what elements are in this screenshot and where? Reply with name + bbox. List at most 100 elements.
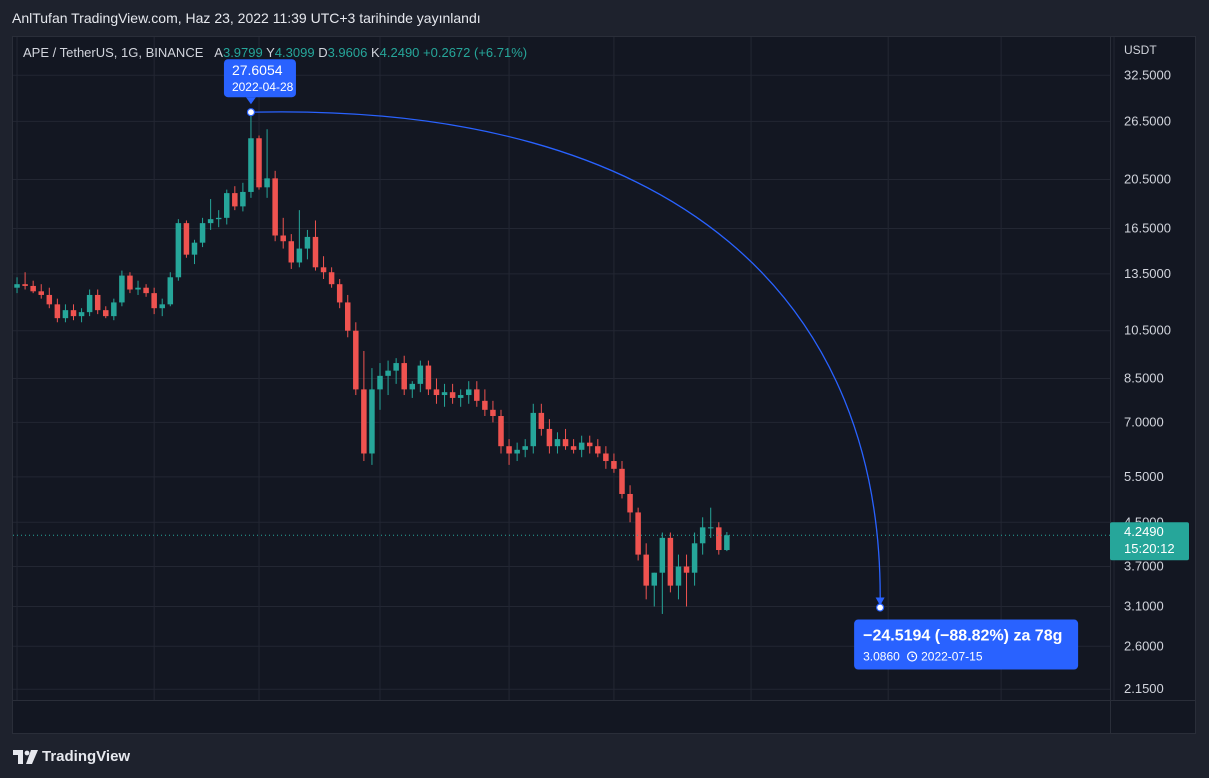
symbol-legend: APE / TetherUS, 1G, BINANCE A3.9799 Y4.3… <box>23 45 527 60</box>
candle-body <box>38 291 44 295</box>
candle-body <box>409 383 416 390</box>
high-label: Y <box>266 45 275 60</box>
candle-body <box>417 365 424 384</box>
brand-name: TradingView <box>42 748 131 765</box>
candle-body <box>578 442 585 450</box>
price-tick-label: 13.5000 <box>1124 266 1171 281</box>
tradingview-logo-icon <box>13 750 38 764</box>
publish-caption: AnlTufan TradingView.com, Haz 23, 2022 1… <box>12 10 481 26</box>
candle-body <box>603 453 609 462</box>
peak-value-label: 27.6054 <box>232 62 283 78</box>
candle-body <box>191 242 198 255</box>
candle-body <box>562 439 569 447</box>
candle-body <box>328 272 335 285</box>
peak-callout-pointer <box>245 97 256 105</box>
time-tick-label: 15 <box>1107 709 1121 724</box>
candle-body <box>119 275 125 303</box>
candle-body <box>643 554 649 586</box>
price-tick-label: 3.7000 <box>1124 559 1164 574</box>
price-tick-label: 5.5000 <box>1124 469 1164 484</box>
time-tick-label: Nis <box>8 709 27 724</box>
candle-body <box>699 527 706 544</box>
candle-body <box>353 330 359 390</box>
time-tick-label: 14 <box>607 709 621 724</box>
candle-body <box>683 566 690 573</box>
price-tick-label: 16.5000 <box>1124 221 1171 236</box>
price-tick-label: 7.0000 <box>1124 414 1164 429</box>
measure-start-point <box>246 108 256 117</box>
candle-body <box>482 400 488 410</box>
bar-countdown-label: 15:20:12 <box>1124 541 1175 556</box>
candle-body <box>691 543 698 573</box>
clock-icon <box>907 651 918 662</box>
price-tick-label: 2.1500 <box>1124 681 1164 696</box>
time-tick-label: Tem <box>739 709 764 724</box>
candle-body <box>344 302 351 331</box>
candle-body <box>86 294 93 313</box>
candle-body <box>240 191 246 207</box>
price-tick-label: 8.5000 <box>1124 370 1164 385</box>
candle-body <box>514 449 520 454</box>
candle-body <box>135 287 141 290</box>
candle-body <box>54 304 61 319</box>
peak-date-label: 2022-04-28 <box>232 80 294 94</box>
candle-body <box>232 193 238 207</box>
candle-body <box>143 287 149 294</box>
price-tick-label: 10.5000 <box>1124 323 1171 338</box>
candle-body <box>215 217 222 220</box>
measure-headline: −24.5194 (−88.82%) za 78g <box>863 628 1062 645</box>
candle-body <box>522 446 528 450</box>
candle-body <box>635 512 641 555</box>
symbol-name[interactable]: APE / TetherUS, 1G, BINANCE <box>23 45 204 60</box>
candle-body <box>94 294 101 311</box>
candle-body <box>296 248 303 263</box>
candle-body <box>546 428 553 447</box>
candles-group <box>14 112 730 614</box>
measure-result-box <box>854 619 1079 670</box>
candle-body <box>207 219 214 224</box>
candle-body <box>78 312 85 317</box>
price-tick-label: 20.5000 <box>1124 171 1171 186</box>
candle-body <box>724 535 730 551</box>
candle-body <box>611 461 617 469</box>
candle-body <box>433 389 440 396</box>
candle-body <box>248 138 254 192</box>
price-tick-label: 32.5000 <box>1124 67 1171 82</box>
candle-body <box>570 446 577 450</box>
candle-body <box>385 370 391 376</box>
price-tick-label: 26.5000 <box>1124 113 1171 128</box>
candle-body <box>716 527 722 551</box>
current-price-label: 4.2490 <box>1124 524 1164 539</box>
time-tick-label: Haz <box>498 709 521 724</box>
peak-callout <box>223 59 296 98</box>
candle-body <box>320 267 327 273</box>
open-label: A <box>214 45 223 60</box>
candle-body <box>288 241 295 263</box>
candle-body <box>14 284 20 288</box>
candle-body <box>393 363 399 371</box>
candle-body <box>183 223 190 255</box>
chart-frame[interactable] <box>12 36 1196 734</box>
candle-body <box>159 304 165 309</box>
time-tick-label: 18 <box>881 709 895 724</box>
candle-body <box>586 442 593 447</box>
candle-body <box>377 375 383 390</box>
price-axis-unit[interactable]: USDT <box>1124 43 1157 57</box>
candle-body <box>369 389 375 454</box>
candle-body <box>707 527 714 529</box>
candle-body <box>175 223 182 278</box>
candle-body <box>530 412 537 447</box>
candle-body <box>554 439 561 447</box>
candle-body <box>167 277 174 305</box>
candle-body <box>304 236 311 249</box>
close-value: 4.2490 <box>379 45 420 60</box>
candle-body <box>30 285 36 292</box>
candle-body <box>127 275 133 290</box>
candle-body <box>361 389 367 454</box>
candle-body <box>667 537 674 586</box>
candle-body <box>272 178 278 236</box>
measure-arrowhead <box>875 597 885 606</box>
candle-body <box>401 363 407 390</box>
candle-body <box>441 392 448 396</box>
